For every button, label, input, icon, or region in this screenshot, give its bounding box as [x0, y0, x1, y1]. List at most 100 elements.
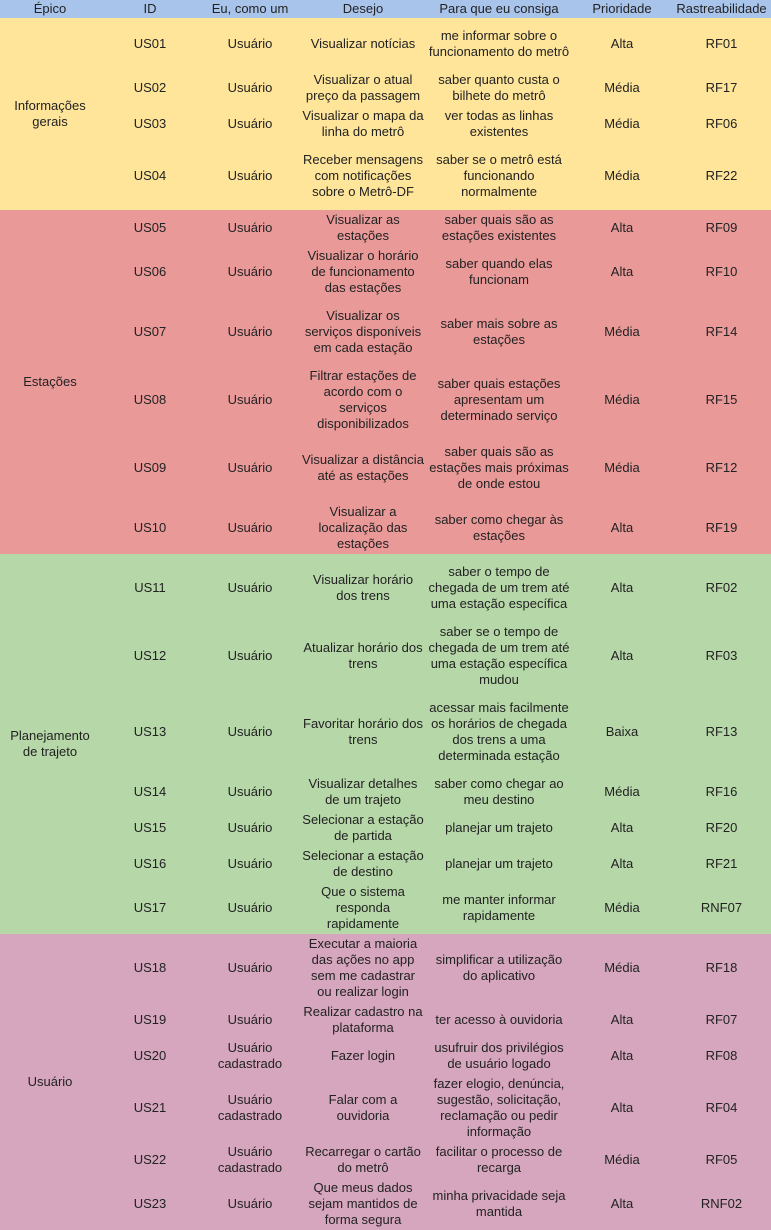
como-cell: Usuário — [200, 142, 300, 210]
header-como: Eu, como um — [200, 0, 300, 18]
para-cell: acessar mais facilmente os horários de c… — [426, 690, 572, 774]
id-cell: US06 — [100, 246, 200, 298]
epic-cell: Usuário — [0, 934, 100, 1230]
rastreabilidade-cell: RF20 — [672, 810, 771, 846]
para-cell: planejar um trajeto — [426, 810, 572, 846]
desejo-cell: Visualizar a distância até as estações — [300, 434, 426, 502]
desejo-cell: Executar a maioria das ações no app sem … — [300, 934, 426, 1002]
como-cell: Usuário — [200, 810, 300, 846]
table-row: US07 Usuário Visualizar os serviços dispon… — [0, 298, 771, 366]
table-row: US03 Usuário Visualizar o mapa da linha do… — [0, 106, 771, 142]
rastreabilidade-cell: RF21 — [672, 846, 771, 882]
rastreabilidade-cell: RF06 — [672, 106, 771, 142]
desejo-cell: Filtrar estações de acordo com o serviço… — [300, 366, 426, 434]
como-cell: Usuário — [200, 298, 300, 366]
rastreabilidade-cell: RF14 — [672, 298, 771, 366]
para-cell: fazer elogio, denúncia, sugestão, solici… — [426, 1074, 572, 1142]
prioridade-cell: Alta — [572, 502, 672, 554]
id-cell: US13 — [100, 690, 200, 774]
prioridade-cell: Média — [572, 142, 672, 210]
rastreabilidade-cell: RF13 — [672, 690, 771, 774]
para-cell: simplificar a utilização do aplicativo — [426, 934, 572, 1002]
como-cell: Usuário — [200, 106, 300, 142]
prioridade-cell: Alta — [572, 1074, 672, 1142]
para-cell: facilitar o processo de recarga — [426, 1142, 572, 1178]
id-cell: US14 — [100, 774, 200, 810]
prioridade-cell: Alta — [572, 1178, 672, 1230]
rastreabilidade-cell: RNF02 — [672, 1178, 771, 1230]
id-cell: US16 — [100, 846, 200, 882]
id-cell: US15 — [100, 810, 200, 846]
prioridade-cell: Média — [572, 366, 672, 434]
id-cell: US11 — [100, 554, 200, 622]
desejo-cell: Que meus dados sejam mantidos de forma s… — [300, 1178, 426, 1230]
id-cell: US18 — [100, 934, 200, 1002]
prioridade-cell: Baixa — [572, 690, 672, 774]
epic-cell: Estações — [0, 210, 100, 554]
desejo-cell: Receber mensagens com notificações sobre… — [300, 142, 426, 210]
para-cell: saber quando elas funcionam — [426, 246, 572, 298]
para-cell: saber quais estações apresentam um deter… — [426, 366, 572, 434]
table-row: US23 Usuário Que meus dados sejam mantidos… — [0, 1178, 771, 1230]
table-body: Informações gerais US01 Usuário Visualizar … — [0, 18, 771, 1230]
desejo-cell: Realizar cadastro na plataforma — [300, 1002, 426, 1038]
desejo-cell: Visualizar notícias — [300, 18, 426, 70]
como-cell: Usuário — [200, 622, 300, 690]
para-cell: ver todas as linhas existentes — [426, 106, 572, 142]
como-cell: Usuário cadastrado — [200, 1074, 300, 1142]
table-row: Planejamento de trajeto US11 Usuário Visual… — [0, 554, 771, 934]
como-cell: Usuário — [200, 1178, 300, 1230]
id-cell: US02 — [100, 70, 200, 106]
desejo-cell: Selecionar a estação de destino — [300, 846, 426, 882]
prioridade-cell: Alta — [572, 810, 672, 846]
rastreabilidade-cell: RF08 — [672, 1038, 771, 1074]
prioridade-cell: Média — [572, 934, 672, 1002]
prioridade-cell: Alta — [572, 246, 672, 298]
como-cell: Usuário — [200, 246, 300, 298]
header-prioridade: Prioridade — [572, 0, 672, 18]
table-row: US08 Usuário Filtrar estações de acordo co… — [0, 366, 771, 434]
rastreabilidade-cell: RF12 — [672, 434, 771, 502]
desejo-cell: Visualizar o horário de funcionamento da… — [300, 246, 426, 298]
desejo-cell: Falar com a ouvidoria — [300, 1074, 426, 1142]
prioridade-cell: Alta — [572, 18, 672, 70]
para-cell: saber se o metrô está funcionando normal… — [426, 142, 572, 210]
desejo-cell: Visualizar o atual preço da passagem — [300, 70, 426, 106]
desejo-cell: Selecionar a estação de partida — [300, 810, 426, 846]
rastreabilidade-cell: RF05 — [672, 1142, 771, 1178]
como-cell: Usuário — [200, 18, 300, 70]
prioridade-cell: Média — [572, 70, 672, 106]
rastreabilidade-cell: RF16 — [672, 774, 771, 810]
desejo-cell: Visualizar as estações — [300, 210, 426, 246]
para-cell: minha privacidade seja mantida — [426, 1178, 572, 1230]
table-row: US04 Usuário Receber mensagens com notific… — [0, 142, 771, 210]
como-cell: Usuário — [200, 934, 300, 1002]
id-cell: US17 — [100, 882, 200, 934]
prioridade-cell: Média — [572, 298, 672, 366]
table-row: US21 Usuário cadastrado Falar com a ouvido… — [0, 1074, 771, 1142]
para-cell: saber como chegar ao meu destino — [426, 774, 572, 810]
header-epico: Épico — [0, 0, 100, 18]
prioridade-cell: Média — [572, 1142, 672, 1178]
table-row: US16 Usuário Selecionar a estação de desti… — [0, 846, 771, 882]
id-cell: US07 — [100, 298, 200, 366]
table-row: US09 Usuário Visualizar a distância até as… — [0, 434, 771, 502]
para-cell: saber como chegar às estações — [426, 502, 572, 554]
table-row: Estações US05 Usuário Visualizar as estaçõe… — [0, 210, 771, 554]
header-row: Épico ID Eu, como um Desejo Para que eu … — [0, 0, 771, 18]
como-cell: Usuário — [200, 1002, 300, 1038]
id-cell: US19 — [100, 1002, 200, 1038]
rastreabilidade-cell: RF18 — [672, 934, 771, 1002]
prioridade-cell: Alta — [572, 1002, 672, 1038]
header-para: Para que eu consiga — [426, 0, 572, 18]
rastreabilidade-cell: RF19 — [672, 502, 771, 554]
para-cell: saber quais são as estações existentes — [426, 210, 572, 246]
prioridade-cell: Alta — [572, 210, 672, 246]
table-row: US22 Usuário cadastrado Recarregar o cartã… — [0, 1142, 771, 1178]
id-cell: US08 — [100, 366, 200, 434]
prioridade-cell: Alta — [572, 1038, 672, 1074]
table-row: US13 Usuário Favoritar horário dos trens ac… — [0, 690, 771, 774]
prioridade-cell: Alta — [572, 554, 672, 622]
desejo-cell: Visualizar horário dos trens — [300, 554, 426, 622]
